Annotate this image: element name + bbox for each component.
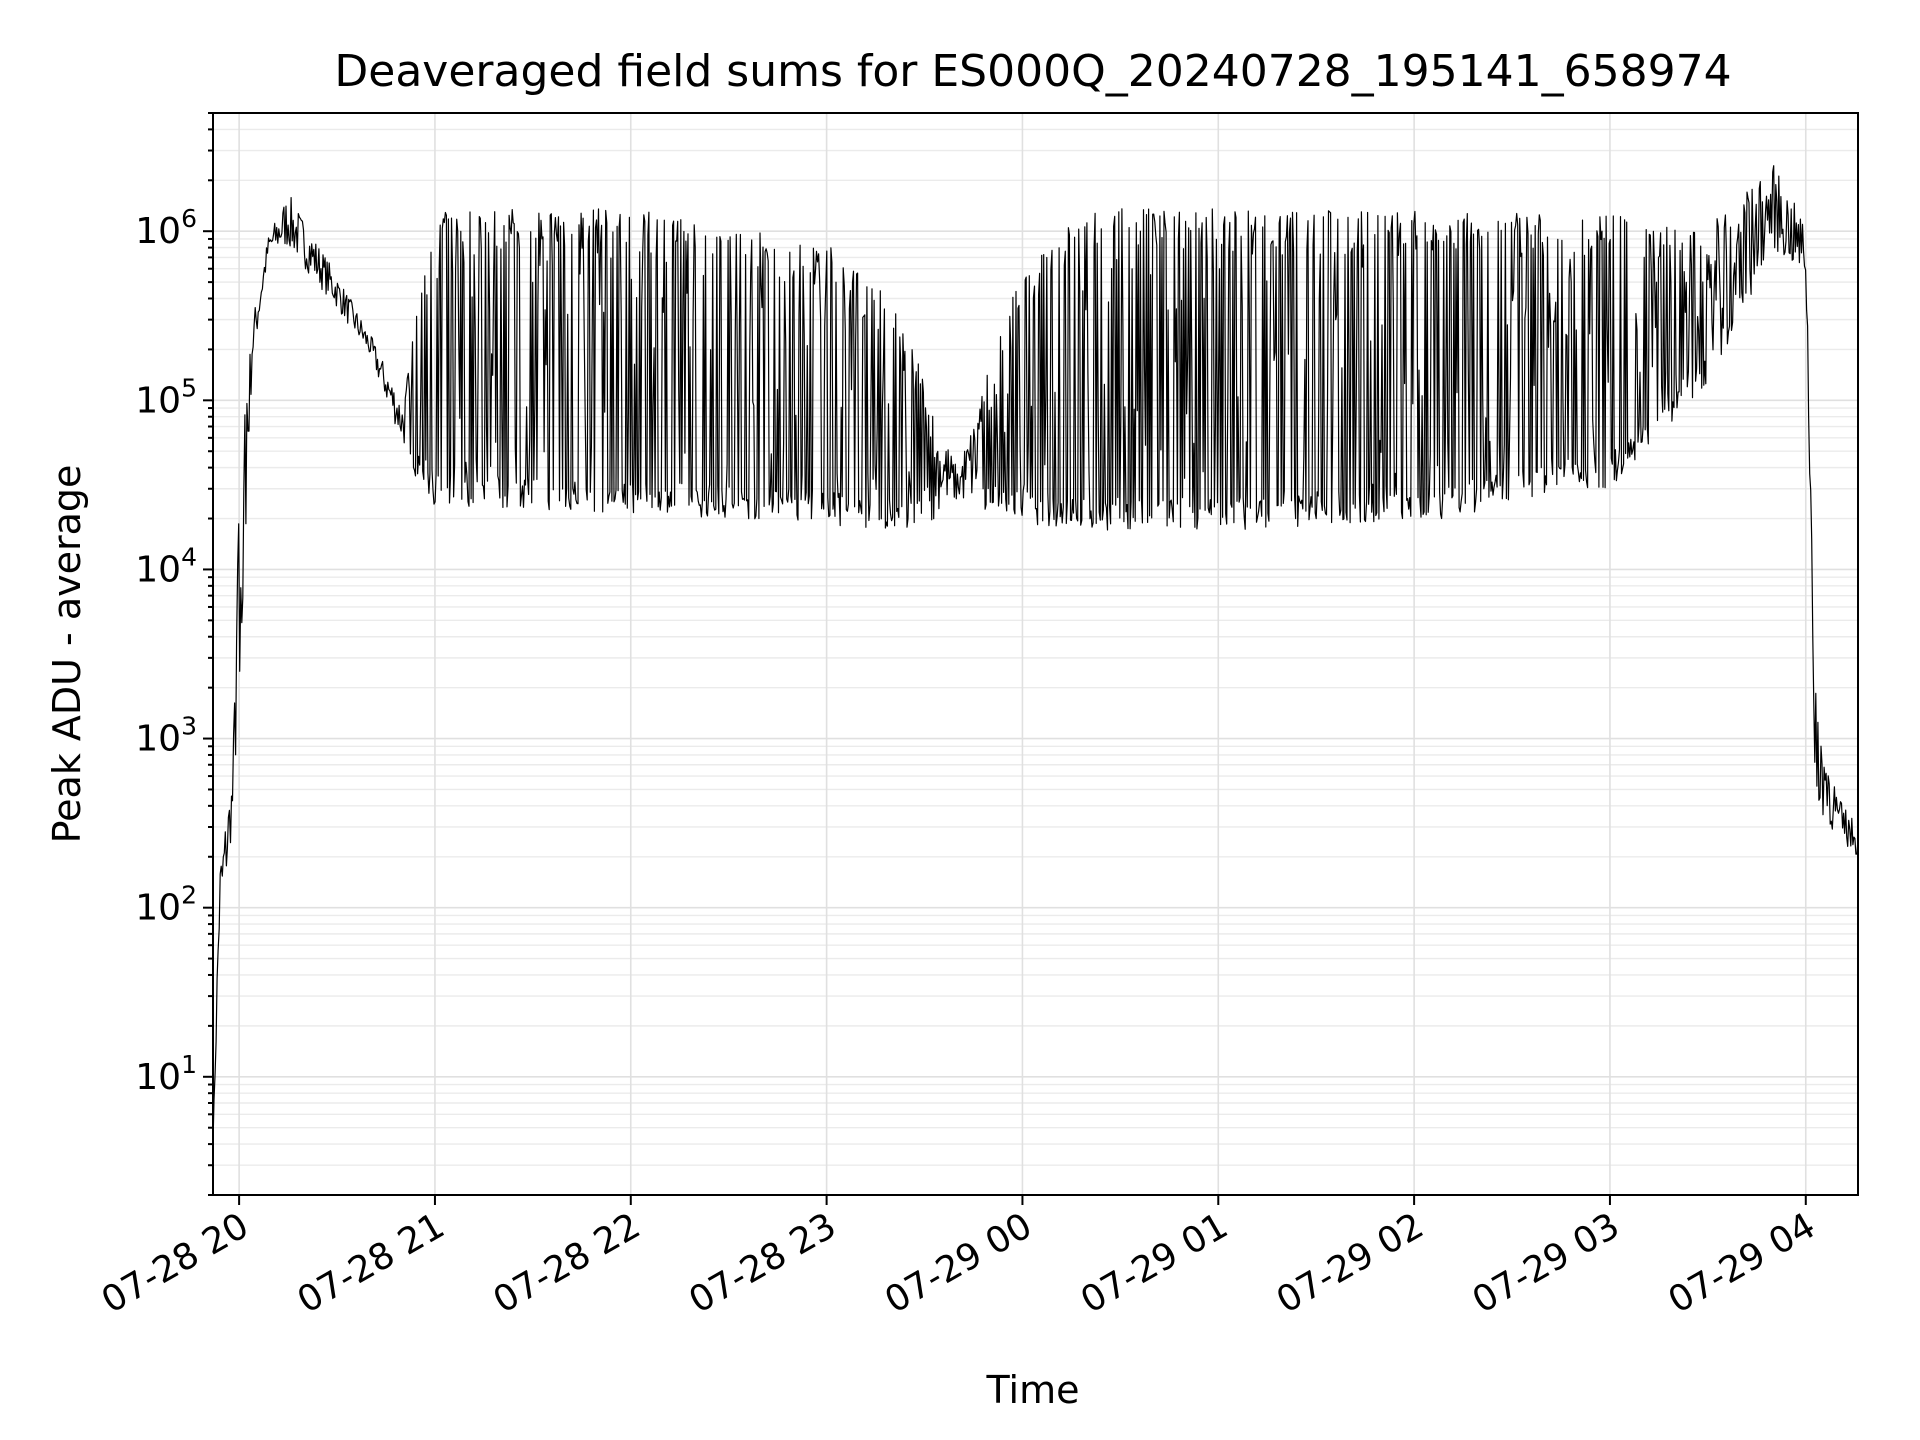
y-tick-base: 10 (135, 211, 181, 252)
y-tick-exponent: 1 (181, 1050, 197, 1079)
y-tick-label: 101 (135, 1050, 197, 1098)
y-tick-base: 10 (135, 549, 181, 590)
y-tick-exponent: 6 (181, 204, 197, 233)
series-layer (212, 165, 1859, 1145)
series-line (212, 165, 1859, 1145)
y-tick-label: 102 (135, 881, 197, 929)
plot-frame (212, 112, 1859, 1196)
y-tick-exponent: 3 (181, 712, 197, 741)
y-tick-base: 10 (135, 719, 181, 760)
y-tick-exponent: 4 (181, 542, 197, 571)
x-axis-label: Time (986, 1368, 1080, 1412)
y-tick-label: 103 (135, 712, 197, 760)
y-tick-base: 10 (135, 1057, 181, 1098)
y-tick-base: 10 (135, 888, 181, 929)
y-tick-exponent: 5 (181, 373, 197, 402)
chart-title: Deaveraged field sums for ES000Q_2024072… (334, 46, 1731, 97)
y-tick-label: 105 (135, 373, 197, 421)
y-axis-label: Peak ADU - average (45, 465, 89, 844)
y-tick-label: 106 (135, 204, 197, 252)
y-tick-label: 104 (135, 542, 197, 590)
y-tick-base: 10 (135, 380, 181, 421)
y-tick-exponent: 2 (181, 881, 197, 910)
